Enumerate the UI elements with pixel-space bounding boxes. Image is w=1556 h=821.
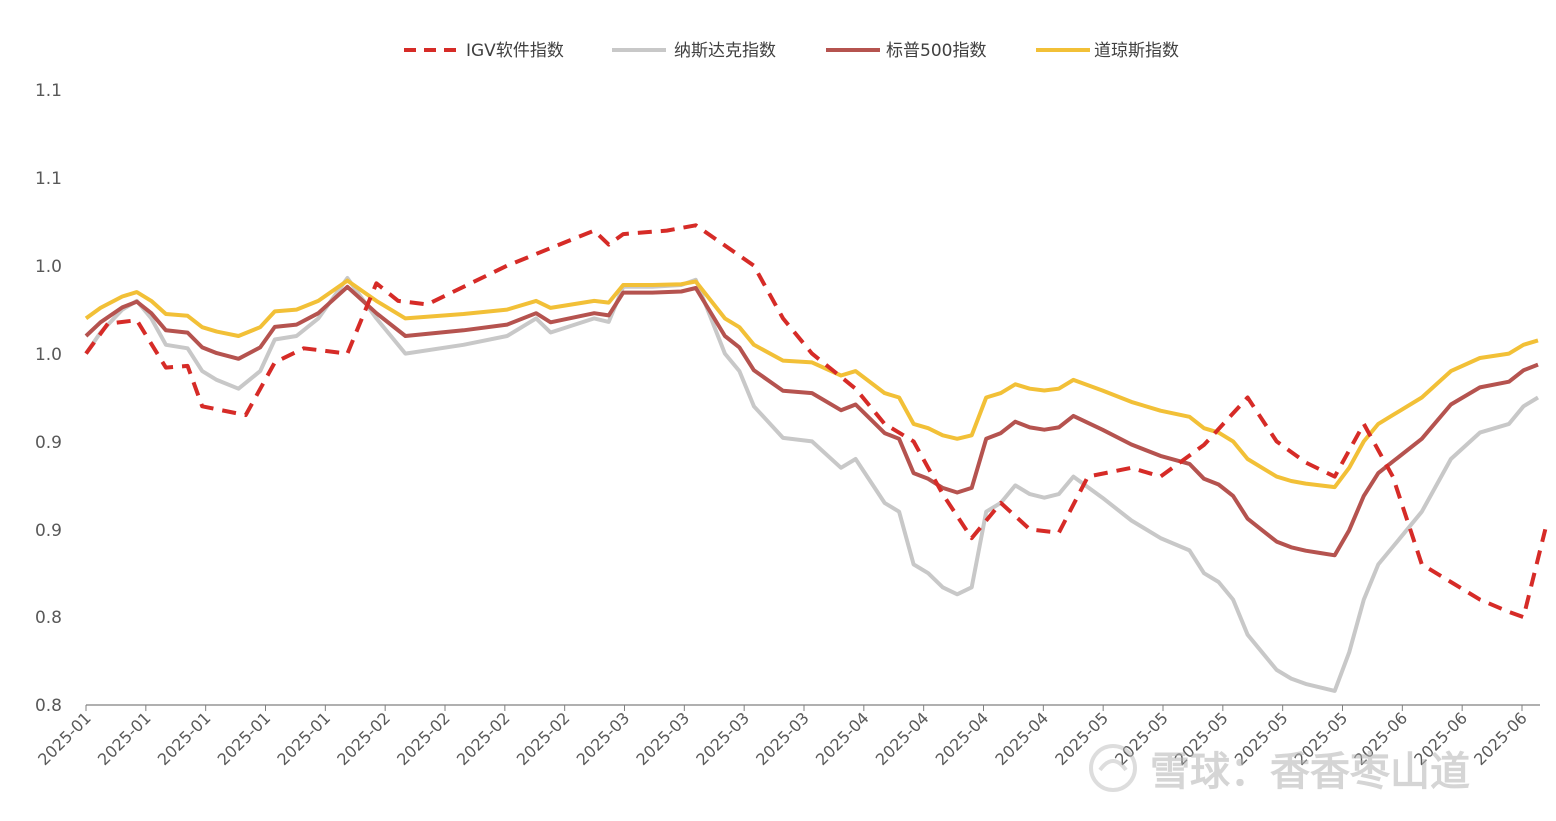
y-tick-label: 1.0 (35, 257, 62, 277)
legend-label-igv: IGV软件指数 (466, 41, 564, 61)
x-tick-label: 2025-02 (513, 708, 574, 769)
y-tick-label: 0.9 (35, 521, 62, 541)
x-tick-label: 2025-01 (214, 708, 275, 769)
series-igv (84, 223, 1548, 620)
x-tick-label: 2025-02 (453, 708, 514, 769)
x-tick-label: 2025-03 (752, 708, 813, 769)
series-layer (84, 223, 1548, 693)
y-tick-label: 0.8 (35, 608, 62, 628)
x-tick-label: 2025-04 (812, 708, 873, 769)
legend-item-sp500: 标普500指数 (826, 41, 986, 61)
x-tick-label: 2025-02 (333, 708, 394, 769)
y-axis-ticks: 0.8 0.8 0.9 0.9 1.0 1.0 1.1 1.1 (35, 81, 62, 716)
x-tick-label: 2025-04 (872, 708, 933, 769)
series-dow (84, 278, 1539, 490)
x-tick-label: 2025-03 (573, 708, 634, 769)
x-tick-label: 2025-01 (154, 708, 215, 769)
watermark-logo-icon (1089, 744, 1137, 792)
x-tick-label: 2025-04 (932, 708, 993, 769)
y-tick-label: 1.1 (35, 81, 62, 101)
x-tick-label: 2025-03 (632, 708, 693, 769)
legend-label-nasdaq: 纳斯达克指数 (674, 41, 776, 61)
series-sp500 (84, 284, 1539, 558)
x-tick-label: 2025-01 (34, 708, 95, 769)
x-tick-label: 2025-03 (692, 708, 753, 769)
legend: IGV软件指数 纳斯达克指数 标普500指数 道琼斯指数 (404, 41, 1179, 61)
x-tick-label: 2025-04 (991, 708, 1052, 769)
x-tick-label: 2025-05 (1051, 708, 1112, 769)
legend-label-dow: 道琼斯指数 (1094, 41, 1179, 61)
x-tick-label: 2025-02 (393, 708, 454, 769)
x-tick-label: 2025-01 (273, 708, 334, 769)
x-tick-label: 2025-01 (94, 708, 155, 769)
y-tick-label: 1.1 (35, 169, 62, 189)
legend-item-igv: IGV软件指数 (404, 41, 564, 61)
series-nasdaq (84, 276, 1540, 693)
y-tick-label: 0.8 (35, 696, 62, 716)
y-tick-label: 0.9 (35, 433, 62, 453)
y-tick-label: 1.0 (35, 345, 62, 365)
x-tick-label: 2025-06 (1470, 708, 1531, 769)
legend-item-nasdaq: 纳斯达克指数 (612, 41, 776, 61)
legend-item-dow: 道琼斯指数 (1036, 41, 1179, 61)
legend-label-sp500: 标普500指数 (886, 41, 986, 61)
watermark-text: 雪球：香香枣山道 (1150, 749, 1470, 795)
